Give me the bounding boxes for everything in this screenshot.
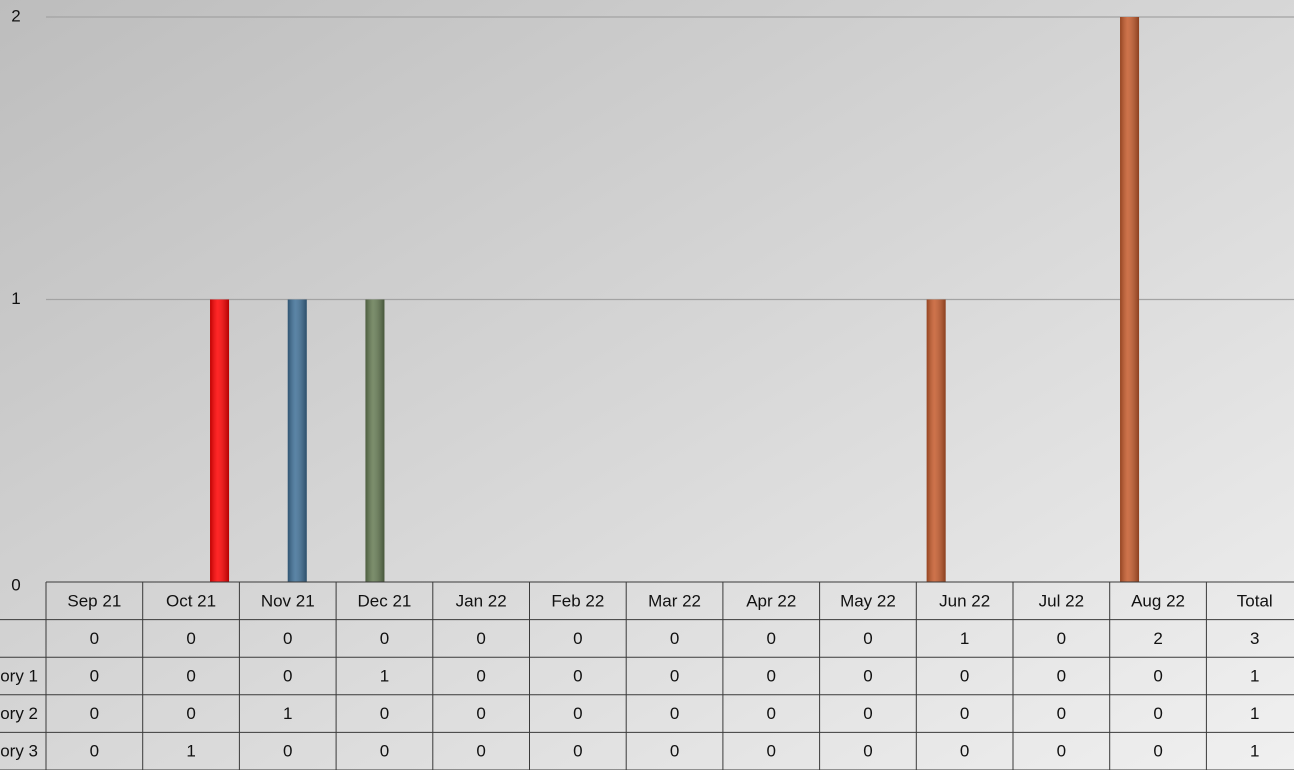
table-cell: 0 bbox=[960, 704, 969, 723]
table-cell: 1 bbox=[1250, 666, 1259, 685]
bar bbox=[210, 299, 230, 582]
table-cell: 0 bbox=[380, 629, 389, 648]
bar bbox=[365, 299, 385, 582]
table-cell: 0 bbox=[767, 629, 776, 648]
y-tick-label: 0 bbox=[11, 575, 20, 594]
table-cell: 0 bbox=[863, 629, 872, 648]
table-cell: 0 bbox=[476, 629, 485, 648]
table-cell: 0 bbox=[573, 666, 582, 685]
table-cell: 0 bbox=[767, 704, 776, 723]
table-cell: 0 bbox=[863, 666, 872, 685]
table-cell: 0 bbox=[1057, 629, 1066, 648]
table-cell: 0 bbox=[186, 666, 195, 685]
x-tick-label: Aug 22 bbox=[1131, 591, 1185, 610]
table-cell: 0 bbox=[1153, 666, 1162, 685]
x-tick-label: Dec 21 bbox=[358, 591, 412, 610]
table-cell: 0 bbox=[573, 704, 582, 723]
table-cell: 0 bbox=[90, 742, 99, 761]
x-tick-label: Oct 21 bbox=[166, 591, 216, 610]
table-cell: 1 bbox=[186, 742, 195, 761]
x-tick-label: Jun 22 bbox=[939, 591, 990, 610]
table-cell: 0 bbox=[186, 704, 195, 723]
table-cell: 0 bbox=[186, 629, 195, 648]
y-tick-label: 1 bbox=[11, 289, 20, 308]
bar bbox=[287, 299, 307, 582]
y-tick-label: 2 bbox=[11, 6, 20, 25]
table-cell: 0 bbox=[1057, 666, 1066, 685]
table-cell: 0 bbox=[283, 629, 292, 648]
table-cell: 0 bbox=[960, 742, 969, 761]
table-cell: 0 bbox=[767, 742, 776, 761]
series-label: ory 2 bbox=[0, 704, 38, 723]
table-cell: 0 bbox=[1153, 742, 1162, 761]
table-cell: 0 bbox=[670, 629, 679, 648]
table-cell: 0 bbox=[380, 704, 389, 723]
table-cell: 0 bbox=[90, 704, 99, 723]
table-cell: 3 bbox=[1250, 629, 1259, 648]
table-cell: 1 bbox=[283, 704, 292, 723]
table-cell: 0 bbox=[380, 742, 389, 761]
table-cell: 0 bbox=[90, 629, 99, 648]
bar bbox=[1120, 17, 1140, 582]
series-label: ory 3 bbox=[0, 742, 38, 761]
table-cell: 0 bbox=[863, 742, 872, 761]
table-cell: 0 bbox=[670, 704, 679, 723]
table-cell: 0 bbox=[283, 742, 292, 761]
table-cell: 2 bbox=[1153, 629, 1162, 648]
x-tick-label: Mar 22 bbox=[648, 591, 701, 610]
table-cell: 0 bbox=[960, 666, 969, 685]
x-tick-label: May 22 bbox=[840, 591, 896, 610]
table-cell: 0 bbox=[476, 666, 485, 685]
table-cell: 0 bbox=[863, 704, 872, 723]
x-tick-label: Feb 22 bbox=[551, 591, 604, 610]
table-cell: 1 bbox=[1250, 704, 1259, 723]
table-cell: 0 bbox=[573, 629, 582, 648]
x-tick-label: Sep 21 bbox=[67, 591, 121, 610]
table-cell: 0 bbox=[670, 742, 679, 761]
table-cell: 0 bbox=[573, 742, 582, 761]
x-tick-label: Nov 21 bbox=[261, 591, 315, 610]
series-label: ory 1 bbox=[0, 666, 38, 685]
table-cell: 1 bbox=[380, 666, 389, 685]
table-cell: 0 bbox=[1153, 704, 1162, 723]
x-tick-label: Jul 22 bbox=[1039, 591, 1084, 610]
table-cell: 0 bbox=[1057, 704, 1066, 723]
table-cell: 0 bbox=[476, 704, 485, 723]
table-header: Total bbox=[1237, 591, 1273, 610]
table-cell: 0 bbox=[670, 666, 679, 685]
table-cell: 0 bbox=[476, 742, 485, 761]
table-cell: 0 bbox=[90, 666, 99, 685]
table-cell: 0 bbox=[1057, 742, 1066, 761]
x-tick-label: Apr 22 bbox=[746, 591, 796, 610]
x-tick-label: Jan 22 bbox=[456, 591, 507, 610]
table-cell: 0 bbox=[283, 666, 292, 685]
bar bbox=[926, 299, 946, 582]
table-cell: 0 bbox=[767, 666, 776, 685]
table-cell: 1 bbox=[960, 629, 969, 648]
table-cell: 1 bbox=[1250, 742, 1259, 761]
